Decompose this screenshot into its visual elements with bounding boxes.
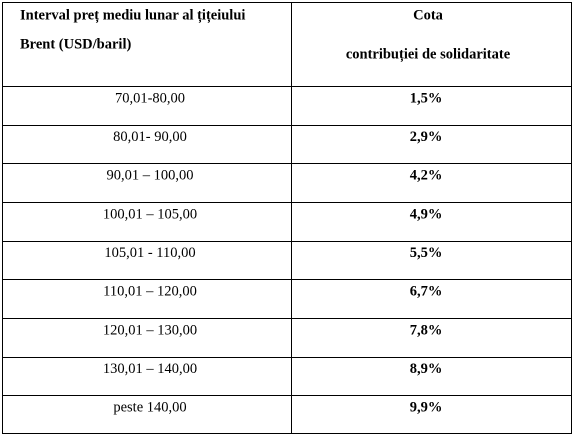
- header-text: Brent (USD/baril): [20, 36, 131, 52]
- range-cell: 100,01 – 105,00: [103, 206, 197, 222]
- rate-cell: 1,5%: [410, 90, 443, 106]
- rate-cell: 8,9%: [410, 361, 443, 377]
- rate-cell: 5,5%: [410, 245, 443, 261]
- header-text: Interval preț mediu lunar al țițeiului: [20, 7, 245, 23]
- range-cell: 105,01 - 110,00: [104, 245, 195, 261]
- header-text: contribuției de solidaritate: [346, 46, 511, 62]
- header-text: Cota: [413, 7, 444, 23]
- rate-cell: 6,7%: [410, 284, 443, 300]
- range-cell: 120,01 – 130,00: [103, 322, 197, 338]
- range-cell: 110,01 – 120,00: [103, 284, 197, 300]
- rate-cell: 9,9%: [410, 400, 443, 416]
- rate-cell: 4,2%: [410, 168, 443, 184]
- rate-cell: 2,9%: [410, 129, 443, 145]
- range-cell: peste 140,00: [113, 400, 186, 416]
- range-cell: 130,01 – 140,00: [103, 361, 197, 377]
- range-cell: 70,01-80,00: [115, 90, 185, 106]
- range-cell: 80,01- 90,00: [113, 129, 187, 145]
- rate-cell: 7,8%: [410, 322, 443, 338]
- rate-cell: 4,9%: [410, 206, 443, 222]
- range-cell: 90,01 – 100,00: [107, 168, 194, 184]
